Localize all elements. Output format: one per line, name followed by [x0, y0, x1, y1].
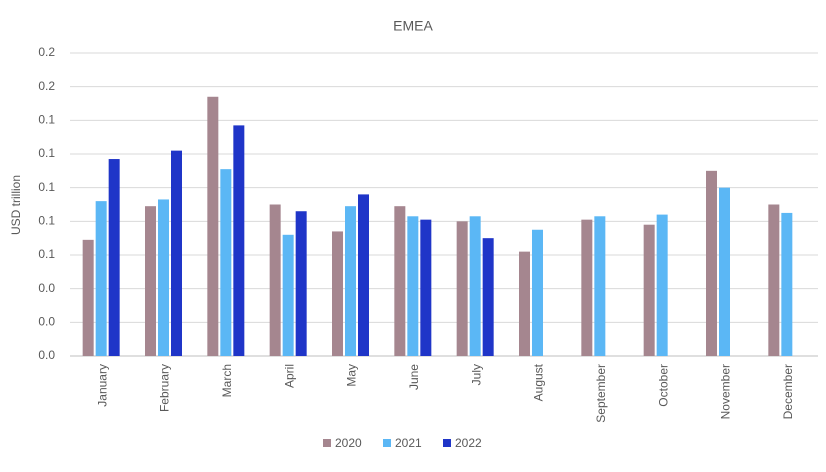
y-tick-label: 0.1: [38, 180, 55, 194]
legend-swatch: [383, 439, 391, 447]
x-tick-label: September: [594, 364, 608, 423]
bar: [332, 231, 343, 356]
x-tick-label: August: [532, 363, 546, 401]
bar: [407, 216, 419, 356]
bar: [345, 206, 356, 356]
bar: [295, 211, 307, 356]
x-tick-label: October: [656, 364, 670, 407]
bar: [643, 224, 655, 356]
x-tick-label: May: [345, 364, 359, 387]
bar: [706, 170, 717, 356]
bar: [282, 234, 294, 356]
bar: [456, 221, 468, 356]
bar: [768, 204, 780, 356]
bar: [581, 219, 593, 356]
bar: [781, 212, 793, 356]
bar: [420, 219, 432, 356]
y-tick-label: 0.0: [38, 281, 55, 295]
legend-label: 2020: [335, 436, 362, 450]
y-tick-label: 0.1: [38, 146, 55, 160]
bar: [358, 194, 369, 356]
legend-swatch: [443, 439, 451, 447]
bar: [158, 199, 169, 356]
x-tick-label: November: [719, 364, 733, 419]
x-tick-label: April: [282, 364, 296, 388]
bar: [82, 239, 94, 356]
legend-label: 2021: [395, 436, 422, 450]
bar: [394, 206, 406, 356]
x-tick-label: January: [95, 364, 109, 407]
legend-label: 2022: [455, 436, 482, 450]
y-tick-label: 0.2: [38, 79, 55, 93]
y-axis-label: USD trillion: [9, 175, 23, 235]
bar: [469, 216, 481, 356]
bar: [95, 201, 107, 356]
y-tick-label: 0.0: [38, 315, 55, 329]
y-tick-label: 0.2: [38, 45, 55, 59]
x-tick-label: December: [781, 364, 795, 419]
bar: [594, 216, 606, 356]
bar: [145, 206, 156, 356]
bar: [532, 229, 543, 356]
bar: [108, 159, 120, 356]
y-tick-label: 0.0: [38, 348, 55, 362]
bar: [656, 214, 668, 356]
bar: [482, 238, 494, 356]
legend-swatch: [323, 439, 331, 447]
bar: [171, 150, 182, 356]
y-tick-label: 0.1: [38, 214, 55, 228]
bar: [719, 187, 730, 356]
x-tick-label: July: [469, 364, 483, 385]
bar: [519, 251, 530, 356]
bar: [220, 169, 232, 356]
bar: [233, 125, 245, 356]
x-tick-label: June: [407, 364, 421, 390]
bar: [269, 204, 281, 356]
bar: [207, 96, 219, 357]
y-tick-label: 0.1: [38, 247, 55, 261]
chart-title: EMEA: [393, 18, 433, 34]
x-tick-label: March: [220, 364, 234, 397]
x-tick-label: February: [158, 364, 172, 412]
y-tick-label: 0.1: [38, 113, 55, 127]
